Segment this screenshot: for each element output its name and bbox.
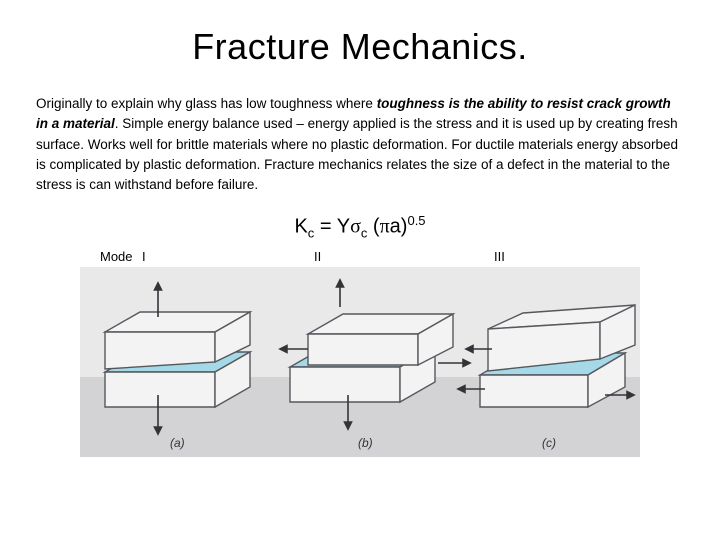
body-pre: Originally to explain why glass has low … bbox=[36, 96, 377, 111]
eq-exp: 0.5 bbox=[407, 213, 425, 228]
m1-bot-front bbox=[105, 372, 215, 407]
eq-open: ( bbox=[367, 216, 379, 238]
m2-top-front bbox=[308, 334, 418, 365]
figure-wrap: Mode I II III bbox=[80, 249, 640, 457]
eq-sigma: σ bbox=[350, 216, 361, 238]
eq-a: a) bbox=[390, 216, 408, 238]
sublabel-a: (a) bbox=[170, 436, 185, 450]
m2-bot-front bbox=[290, 367, 400, 402]
body-paragraph: Originally to explain why glass has low … bbox=[36, 94, 684, 195]
mode-label-prefix: Mode bbox=[100, 249, 133, 264]
sublabel-b: (b) bbox=[358, 436, 373, 450]
slide-root: Fracture Mechanics. Originally to explai… bbox=[0, 0, 720, 540]
body-post: . Simple energy balance used – energy ap… bbox=[36, 116, 678, 192]
fracture-modes-figure: (a) (b) bbox=[80, 267, 640, 457]
mode-labels-row: Mode I II III bbox=[80, 249, 640, 267]
page-title: Fracture Mechanics. bbox=[36, 26, 684, 68]
mode-label-1: I bbox=[142, 249, 146, 264]
eq-pi: π bbox=[380, 216, 390, 238]
mode-label-2: II bbox=[314, 249, 321, 264]
m3-bot-front bbox=[480, 375, 588, 407]
mode-1-block bbox=[105, 312, 250, 407]
m1-top-front bbox=[105, 332, 215, 369]
sublabel-c: (c) bbox=[542, 436, 556, 450]
eq-eq: = Y bbox=[314, 216, 350, 238]
mode-label-3: III bbox=[494, 249, 505, 264]
eq-K: K bbox=[294, 216, 307, 238]
equation: Kc = Yσc (πa)0.5 bbox=[36, 213, 684, 241]
